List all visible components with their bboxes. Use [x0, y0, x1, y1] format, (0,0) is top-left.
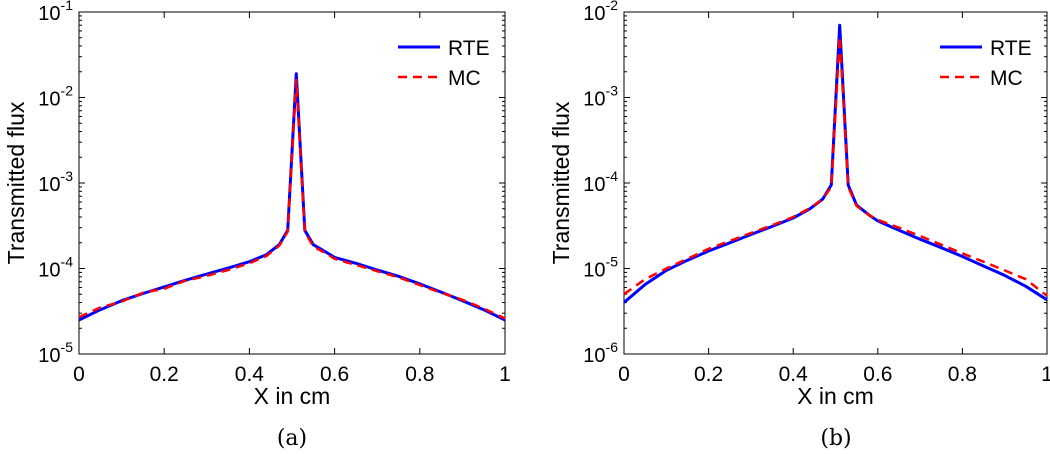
x-axis-label: X in cm	[797, 383, 874, 409]
x-tick-label: 0	[618, 363, 630, 386]
y-tick-label: 10-6	[583, 339, 618, 367]
legend-label-rte: RTE	[448, 37, 490, 60]
plot-frame	[78, 11, 506, 355]
y-tick-base: 10	[583, 174, 605, 196]
legend-label-mc: MC	[990, 67, 1023, 90]
y-tick-exponent: -4	[606, 168, 619, 184]
x-tick-label: 0.4	[779, 363, 809, 386]
y-tick-base: 10	[38, 174, 60, 196]
y-tick-exponent: -3	[61, 168, 74, 184]
x-tick-label: 0.2	[150, 363, 179, 386]
y-tick-base: 10	[583, 89, 605, 111]
x-tick-label: 0.2	[694, 363, 723, 386]
y-tick-label: 10-5	[38, 339, 73, 367]
y-tick-base: 10	[583, 345, 605, 367]
y-tick-exponent: -2	[61, 83, 74, 99]
y-tick-exponent: -1	[61, 0, 74, 13]
x-tick-label: 0.4	[235, 363, 265, 386]
x-tick-label: 0.6	[863, 363, 892, 386]
y-tick-label: 10-2	[583, 0, 618, 25]
y-tick-exponent: -6	[606, 339, 619, 355]
y-tick-exponent: -4	[61, 254, 74, 270]
y-tick-exponent: -5	[61, 339, 74, 355]
y-tick-base: 10	[38, 89, 60, 111]
series-line-mc	[623, 35, 1048, 297]
y-tick-base: 10	[38, 3, 60, 25]
y-tick-base: 10	[583, 3, 605, 25]
y-tick-exponent: -3	[606, 83, 619, 99]
legend-label-rte: RTE	[990, 37, 1032, 60]
y-axis-label: Transmitted flux	[548, 101, 574, 264]
y-tick-base: 10	[583, 260, 605, 282]
x-tick-label: 1	[499, 363, 511, 386]
x-tick-label: 0	[73, 363, 85, 386]
y-tick-base: 10	[38, 345, 60, 367]
y-tick-base: 10	[38, 260, 60, 282]
x-axis-label: X in cm	[254, 383, 331, 409]
series-line-rte	[623, 23, 1048, 304]
y-tick-exponent: -5	[606, 254, 619, 270]
y-tick-label: 10-4	[38, 254, 73, 282]
y-tick-label: 10-1	[38, 0, 73, 25]
y-tick-label: 10-3	[38, 168, 73, 196]
panel-caption: (a)	[277, 426, 307, 451]
y-tick-label: 10-2	[38, 83, 73, 111]
series-line-rte	[78, 72, 506, 322]
x-tick-label: 0.6	[320, 363, 349, 386]
x-tick-label: 0.8	[405, 363, 434, 386]
y-tick-exponent: -2	[606, 0, 619, 13]
panel-a: 0 0.2 0.4 0.6 0.8 110-510-410-310-210-1RTEMCX…	[3, 0, 511, 451]
x-tick-label: 1	[1041, 363, 1050, 386]
y-tick-label: 10-4	[583, 168, 618, 196]
legend-label-mc: MC	[448, 67, 481, 90]
panel-b: 0 0.2 0.4 0.6 0.8 110-610-510-410-310-2RTEMCX…	[548, 0, 1050, 451]
x-tick-label: 0.8	[948, 363, 977, 386]
series-line-mc	[78, 78, 506, 320]
y-tick-label: 10-5	[583, 254, 618, 282]
plot-frame	[623, 11, 1048, 355]
y-tick-label: 10-3	[583, 83, 618, 111]
panel-caption: (b)	[820, 426, 851, 451]
y-axis-label: Transmitted flux	[3, 101, 29, 264]
